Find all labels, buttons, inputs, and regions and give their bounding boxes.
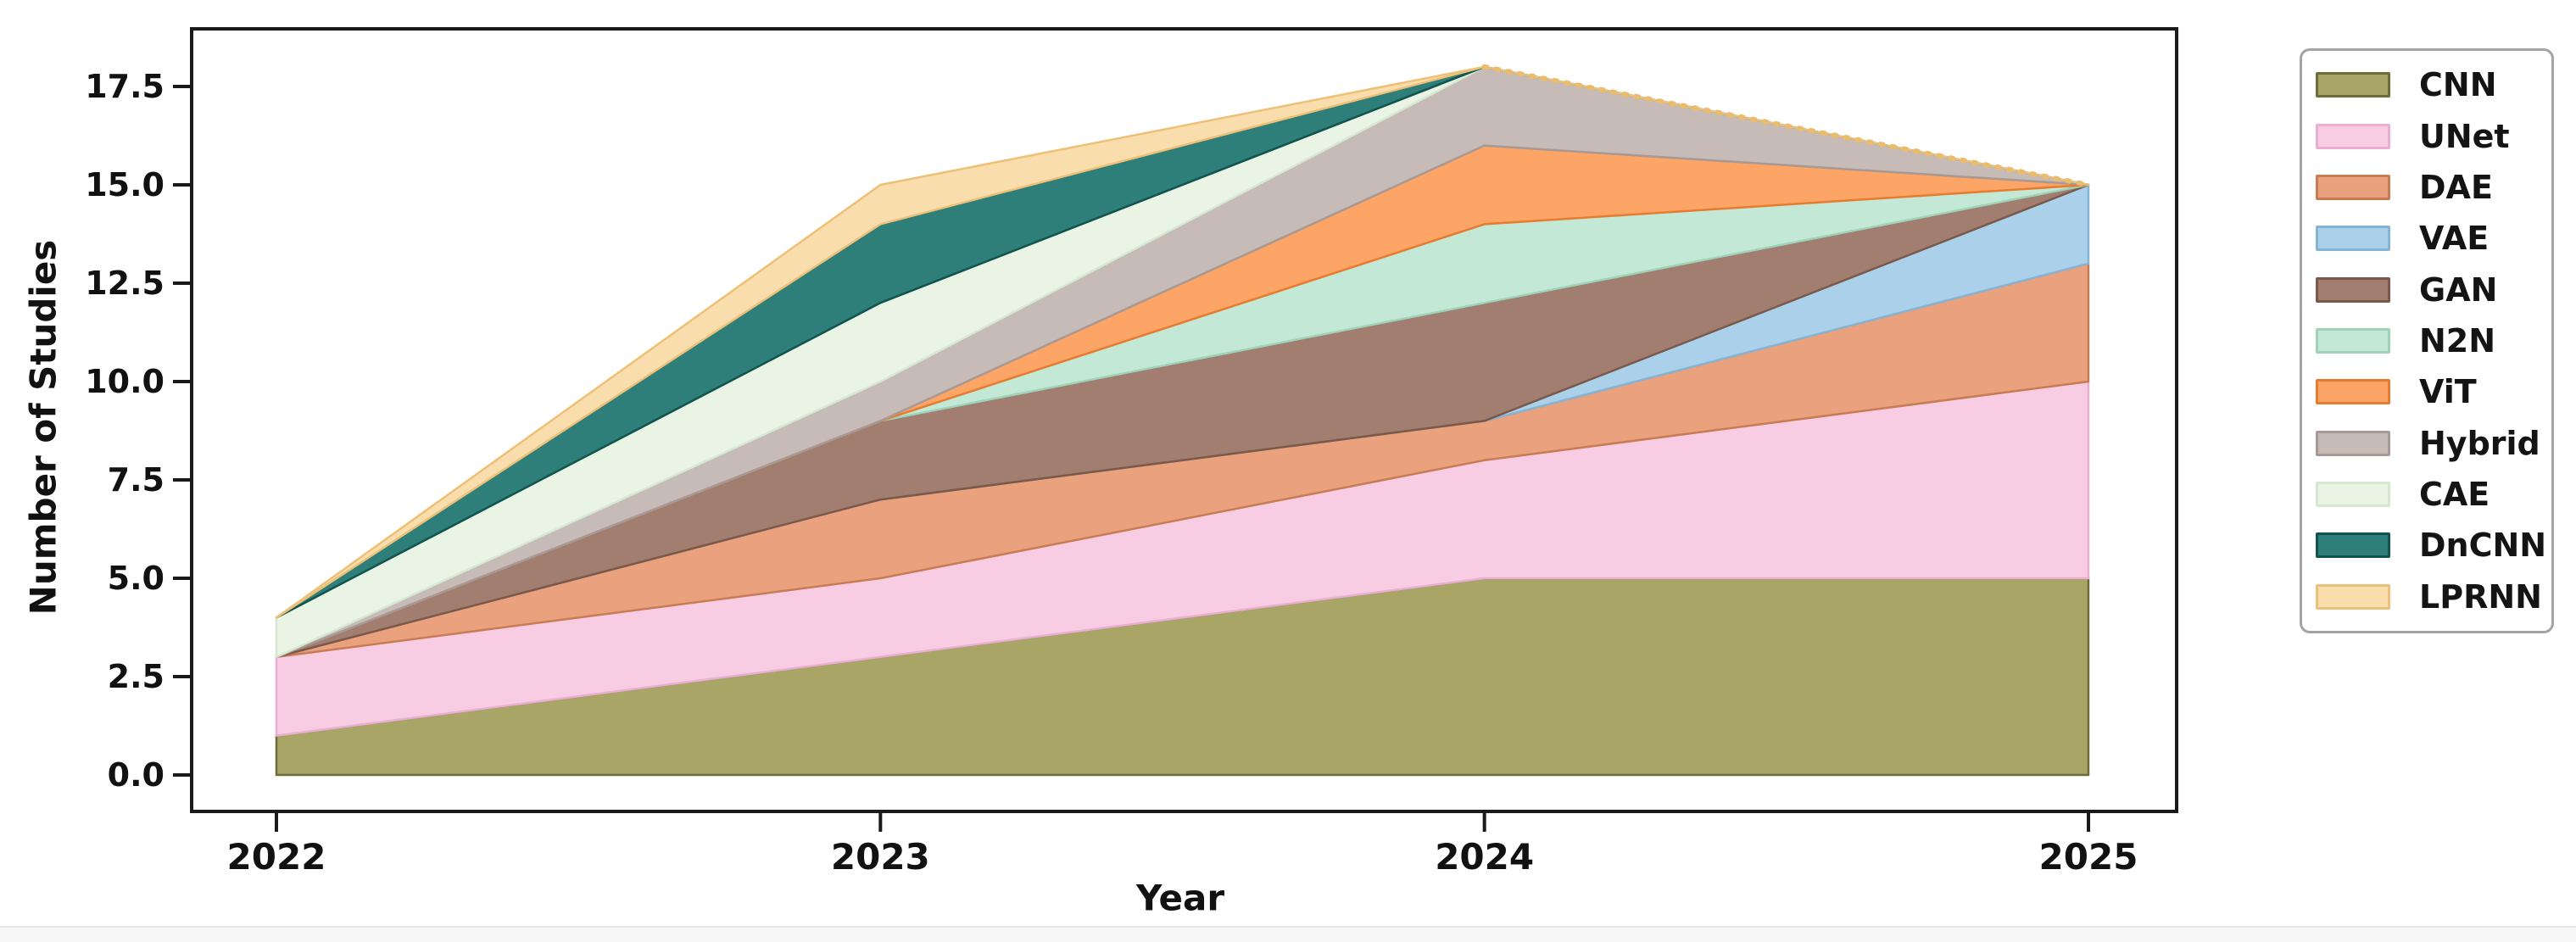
legend-item-n2n: N2N: [2302, 316, 2551, 365]
legend-item-vit: ViT: [2302, 367, 2551, 416]
y-tick-label: 5.0: [108, 560, 164, 597]
legend-label: ViT: [2419, 373, 2477, 411]
y-tick-label: 17.5: [85, 68, 164, 105]
legend-label: DAE: [2419, 168, 2493, 206]
legend-swatch-unet: [2316, 123, 2390, 149]
legend-item-vae: VAE: [2302, 214, 2551, 263]
y-tick-label: 7.5: [108, 461, 164, 499]
legend-item-gan: GAN: [2302, 265, 2551, 315]
legend-item-cae: CAE: [2302, 470, 2551, 519]
legend-swatch-lprnn: [2316, 583, 2390, 610]
legend-label: UNet: [2419, 117, 2510, 155]
x-tick-label: 2023: [831, 836, 930, 878]
x-axis-label: Year: [1135, 877, 1225, 919]
y-tick-label: 2.5: [108, 658, 164, 695]
legend-item-cnn: CNN: [2302, 60, 2551, 109]
x-tick-label: 2025: [2039, 836, 2138, 878]
legend-label: CNN: [2419, 66, 2497, 104]
page-separator-rule: [0, 926, 2576, 942]
legend-item-hybrid: Hybrid: [2302, 419, 2551, 468]
legend-label: LPRNN: [2419, 577, 2542, 616]
legend-swatch-dncnn: [2316, 532, 2390, 559]
plot-frame: [190, 27, 2178, 813]
y-tick-label: 0.0: [108, 756, 164, 794]
area-lprnn: [275, 65, 2090, 619]
legend-label: Hybrid: [2419, 424, 2540, 462]
legend-item-unet: UNet: [2302, 112, 2551, 161]
legend-swatch-hybrid: [2316, 430, 2390, 456]
legend-swatch-gan: [2316, 276, 2390, 303]
legend-swatch-dae: [2316, 174, 2390, 200]
legend-item-dae: DAE: [2302, 163, 2551, 212]
y-tick-label: 12.5: [85, 265, 164, 302]
legend-label: CAE: [2419, 476, 2490, 514]
y-axis-label: Number of Studies: [22, 239, 64, 616]
y-tick-label: 15.0: [85, 166, 164, 203]
legend-swatch-cae: [2316, 482, 2390, 508]
legend-item-dncnn: DnCNN: [2302, 521, 2551, 570]
legend-item-lprnn: LPRNN: [2302, 572, 2551, 621]
top-edge-dotted-line: [1481, 64, 2091, 187]
x-tick-label: 2024: [1435, 836, 1534, 878]
y-tick-label: 10.0: [85, 363, 164, 400]
legend-label: VAE: [2419, 220, 2490, 258]
legend-box: CNN UNet DAE VAE GAN N2N ViT Hybrid CAE DnCNN LPRN…: [2300, 48, 2554, 633]
legend-swatch-cnn: [2316, 72, 2390, 98]
legend-label: DnCNN: [2419, 527, 2547, 565]
legend-label: N2N: [2419, 321, 2496, 360]
legend-swatch-n2n: [2316, 327, 2390, 354]
legend-swatch-vae: [2316, 226, 2390, 252]
legend-swatch-vit: [2316, 379, 2390, 405]
legend-label: GAN: [2419, 270, 2498, 309]
x-tick-label: 2022: [227, 836, 326, 878]
